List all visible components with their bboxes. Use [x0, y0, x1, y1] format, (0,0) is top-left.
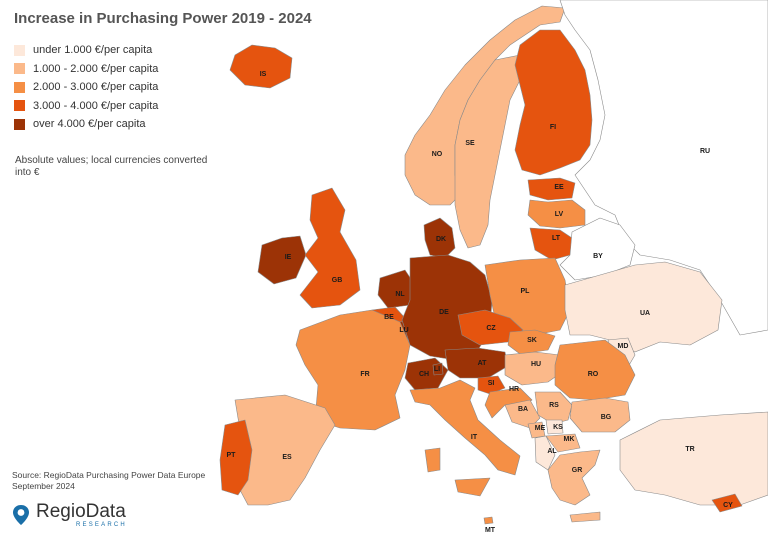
- country-label-cz: CZ: [486, 325, 496, 332]
- country-label-ch: CH: [419, 371, 429, 378]
- country-mt: [483, 516, 494, 525]
- country-label-cy: CY: [723, 502, 733, 509]
- country-ro: [554, 339, 636, 401]
- country-label-li: LI: [434, 366, 440, 373]
- country-ee: [527, 177, 576, 201]
- country-label-mt: MT: [485, 527, 496, 534]
- location-pin-icon: [13, 505, 29, 525]
- country-label-no: NO: [432, 151, 443, 158]
- country-is: [229, 44, 293, 89]
- country-it: [409, 379, 521, 497]
- country-gr: [547, 449, 601, 523]
- map-title: Increase in Purchasing Power 2019 - 2024: [14, 10, 312, 27]
- country-fr: [295, 309, 411, 431]
- country-label-es: ES: [282, 454, 292, 461]
- country-label-al: AL: [547, 448, 557, 455]
- country-label-ba: BA: [518, 406, 528, 413]
- country-ks: [545, 419, 564, 435]
- country-label-tr: TR: [685, 446, 694, 453]
- country-pl: [484, 257, 571, 336]
- country-ie: [257, 235, 307, 285]
- legend-label: over 4.000 €/per capita: [33, 118, 146, 131]
- legend-item: under 1.000 €/per capita: [14, 41, 158, 60]
- country-sk: [507, 329, 556, 355]
- country-label-it: IT: [471, 434, 478, 441]
- source-text: Source: RegioData Purchasing Power Data …: [12, 470, 206, 491]
- country-label-rs: RS: [549, 402, 559, 409]
- country-label-at: AT: [478, 360, 488, 367]
- country-label-hu: HU: [531, 361, 541, 368]
- country-tr: [619, 411, 768, 506]
- country-label-ks: KS: [553, 424, 563, 431]
- country-label-pl: PL: [521, 288, 531, 295]
- note-text: Absolute values; local currencies conver…: [15, 155, 208, 178]
- country-label-si: SI: [488, 380, 495, 387]
- country-at: [444, 347, 509, 379]
- country-label-dk: DK: [436, 236, 446, 243]
- country-lt: [529, 227, 576, 261]
- legend-swatch: [14, 100, 25, 112]
- country-label-ru: RU: [700, 148, 710, 155]
- country-label-be: BE: [384, 314, 394, 321]
- legend: under 1.000 €/per capita 1.000 - 2.000 €…: [14, 41, 158, 134]
- country-label-ua: UA: [640, 310, 650, 317]
- country-label-ie: IE: [285, 254, 292, 261]
- country-label-md: MD: [618, 343, 629, 350]
- logo-subtitle: RESEARCH: [76, 522, 127, 528]
- country-label-nl: NL: [395, 291, 405, 298]
- country-label-lt: LT: [552, 235, 561, 242]
- country-label-mk: MK: [564, 436, 575, 443]
- logo-name: RegioData: [36, 501, 126, 522]
- country-ru: [559, 0, 768, 336]
- country-label-by: BY: [593, 253, 603, 260]
- country-label-se: SE: [465, 140, 475, 147]
- country-label-lu: LU: [399, 327, 408, 334]
- country-label-gb: GB: [332, 277, 343, 284]
- country-label-bg: BG: [601, 414, 612, 421]
- legend-item: 2.000 - 3.000 €/per capita: [14, 78, 158, 97]
- country-pt: [219, 419, 253, 496]
- legend-swatch: [14, 63, 25, 75]
- legend-swatch: [14, 118, 25, 130]
- country-lv: [527, 199, 586, 229]
- legend-swatch: [14, 81, 25, 93]
- country-gb: [299, 187, 361, 309]
- country-li: [432, 362, 444, 376]
- legend-item: 3.000 - 4.000 €/per capita: [14, 97, 158, 116]
- country-label-ro: RO: [588, 371, 599, 378]
- country-label-lv: LV: [555, 211, 564, 218]
- country-label-fi: FI: [550, 124, 556, 131]
- country-mk: [545, 433, 581, 453]
- country-label-pt: PT: [227, 452, 237, 459]
- legend-label: 2.000 - 3.000 €/per capita: [33, 81, 159, 94]
- country-se: [454, 54, 521, 249]
- country-label-gr: GR: [572, 467, 583, 474]
- country-label-fr: FR: [360, 371, 369, 378]
- legend-item: 1.000 - 2.000 €/per capita: [14, 60, 158, 79]
- legend-label: 1.000 - 2.000 €/per capita: [33, 62, 159, 75]
- country-ua: [564, 261, 723, 353]
- country-fi: [514, 29, 593, 176]
- country-dk: [423, 217, 456, 259]
- country-label-me: ME: [535, 425, 546, 432]
- country-label-is: IS: [260, 71, 267, 78]
- country-al: [534, 435, 556, 471]
- country-label-sk: SK: [527, 337, 537, 344]
- legend-label: 3.000 - 4.000 €/per capita: [33, 99, 159, 112]
- legend-swatch: [14, 44, 25, 56]
- country-cy: [711, 493, 743, 513]
- country-bg: [569, 397, 631, 433]
- country-label-hr: HR: [509, 386, 519, 393]
- legend-item: over 4.000 €/per capita: [14, 115, 158, 134]
- country-label-ee: EE: [554, 184, 564, 191]
- country-label-de: DE: [439, 309, 449, 316]
- legend-label: under 1.000 €/per capita: [33, 44, 153, 57]
- regiodata-logo: RegioData RESEARCH: [12, 502, 127, 528]
